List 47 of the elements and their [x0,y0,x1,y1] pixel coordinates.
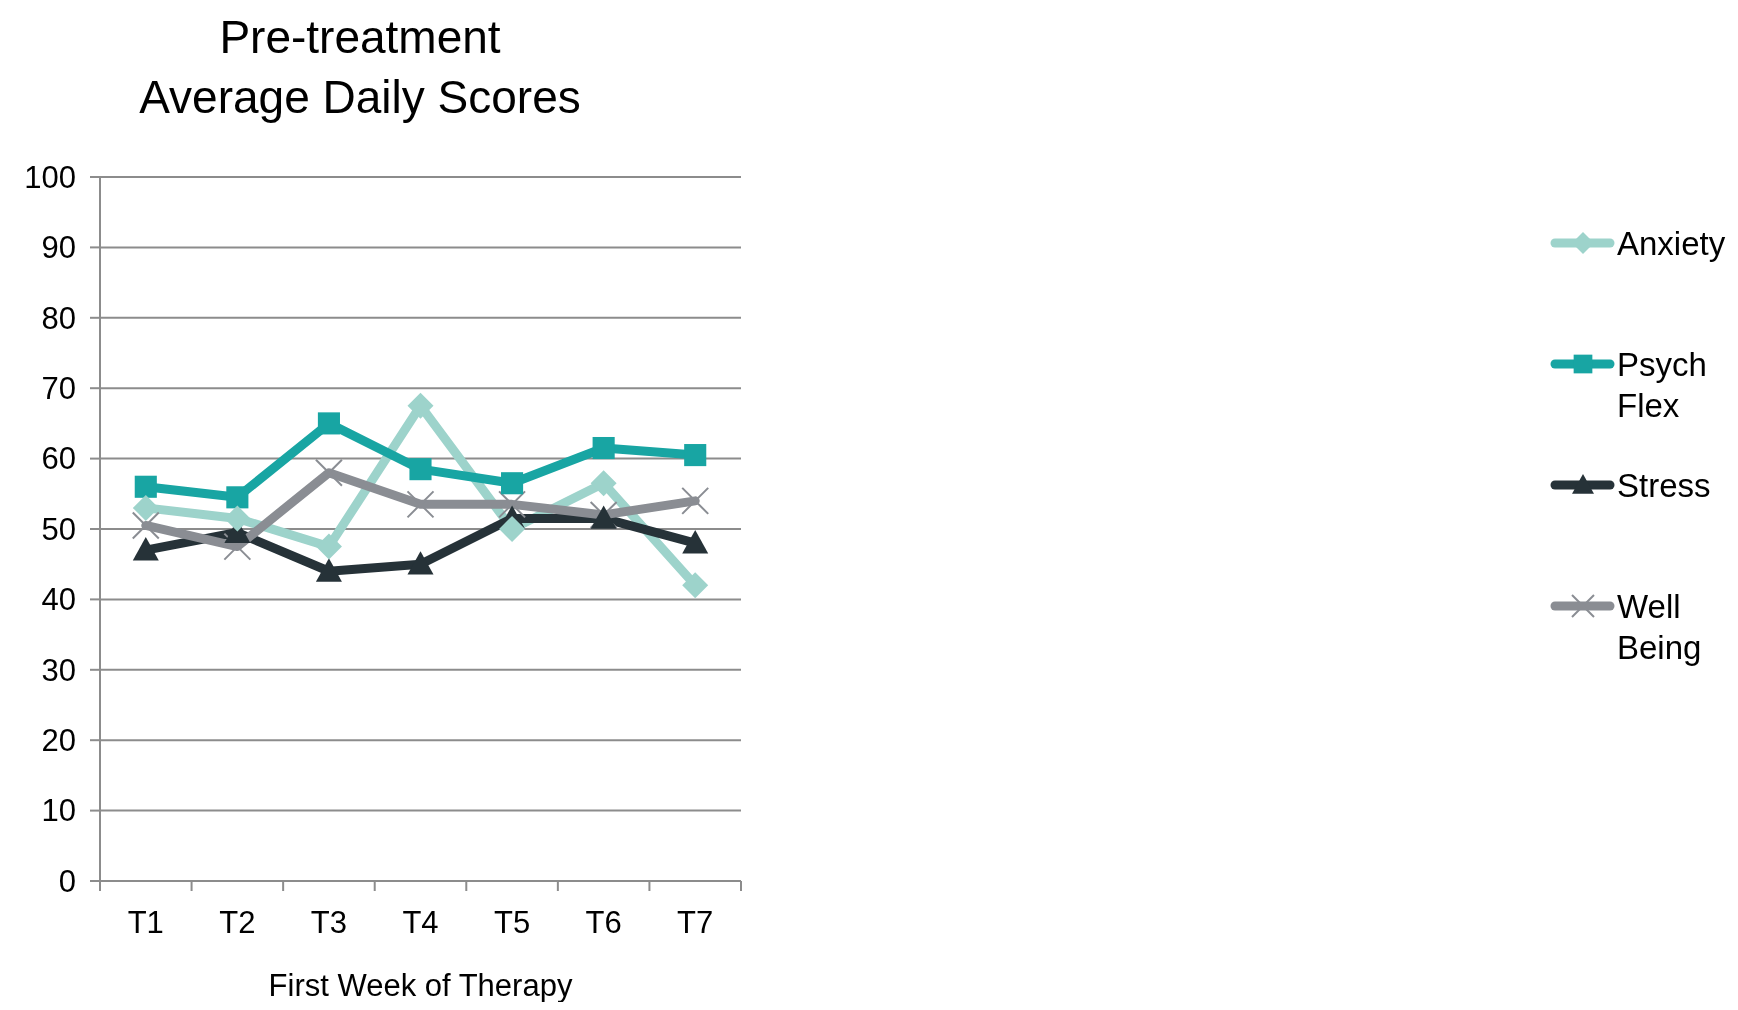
point [317,412,340,435]
point [407,392,434,419]
x-tick-label: T1 [127,905,164,940]
y-tick-label: 30 [41,652,76,688]
x-tick-label: T3 [310,905,348,940]
point [406,490,435,519]
point [681,486,710,515]
point [590,505,617,529]
point [314,458,343,487]
point [592,436,615,460]
legend-label: Anxiety [1617,224,1726,262]
y-tick-label: 60 [41,441,76,477]
point [590,470,617,497]
y-tick-label: 80 [41,300,76,336]
y-tick-label: 90 [41,230,76,266]
legend-label: Stress [1617,466,1711,504]
point [132,537,159,561]
point [499,516,526,542]
point [131,511,160,540]
x-tick-label: T2 [219,905,256,940]
x-tick-label: T4 [402,905,439,940]
point [315,558,342,582]
legend-label: Well Being [1617,587,1702,666]
y-tick-label: 70 [41,371,76,407]
chart-title: Pre-treatment Average Daily Scores [139,11,581,123]
point [684,444,707,467]
y-tick-label: 0 [58,863,76,899]
point [315,533,342,560]
point [407,551,434,575]
point [134,475,157,498]
point [682,530,709,554]
x-tick-label: T7 [677,905,714,940]
x-tick-label: T6 [585,905,622,940]
y-tick-label: 50 [41,511,76,547]
y-tick-label: 20 [41,723,76,759]
point [501,472,524,495]
point [132,494,159,521]
y-tick-label: 10 [41,793,76,829]
x-tick-label: T5 [493,905,531,940]
legend-label: Psych Flex [1617,345,1707,424]
y-tick-label: 40 [41,582,76,618]
point [682,572,709,599]
x-axis-title: First Week of Therapy [268,968,573,1003]
point [409,458,432,481]
point [226,486,249,509]
point [224,505,251,532]
y-tick-label: 100 [24,159,76,195]
